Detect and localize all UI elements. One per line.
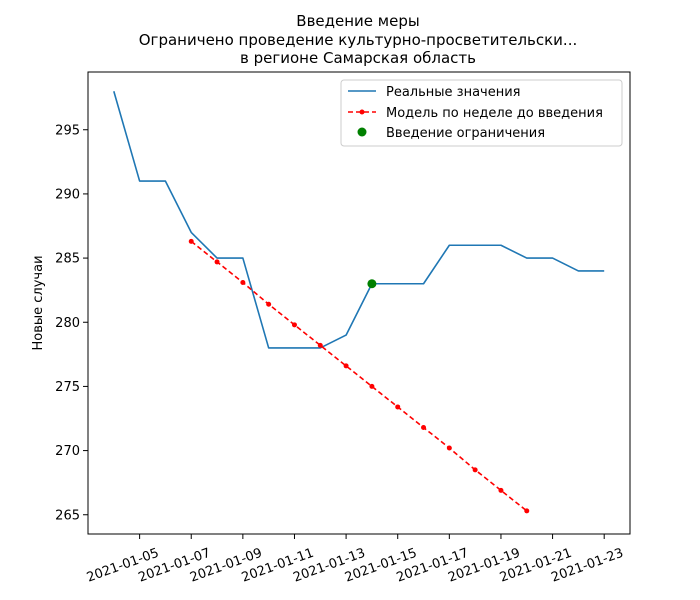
series-line-real-values: [113, 91, 605, 349]
plot-area-frame: [87, 71, 631, 535]
y-axis: 265 270 275 280 285 290 295: [55, 123, 88, 523]
model-point: [291, 322, 297, 328]
model-point: [266, 301, 272, 307]
legend-label-model: Модель по неделе до введения: [386, 106, 603, 121]
legend-label-marker: Введение ограничения: [386, 126, 545, 141]
y-tick-label: 285: [55, 252, 80, 267]
y-tick-label: 265: [55, 508, 80, 523]
model-point: [395, 404, 401, 410]
y-tick-label: 295: [55, 123, 80, 138]
model-point: [343, 363, 349, 369]
model-point: [240, 279, 246, 285]
y-axis-label: Новые случаи: [31, 255, 46, 350]
chart-title-line-3: в регионе Самарская область: [240, 49, 476, 67]
intervention-point: [367, 279, 377, 289]
model-point: [446, 445, 452, 451]
model-point: [421, 424, 427, 430]
chart-title: Введение меры Ограничено проведение куль…: [139, 12, 578, 67]
x-axis: 2021-01-052021-01-072021-01-092021-01-11…: [85, 534, 626, 586]
model-point: [472, 467, 478, 473]
y-tick-label: 280: [55, 316, 80, 331]
model-point: [317, 342, 323, 348]
legend-label-real: Реальные значения: [386, 85, 521, 100]
chart-title-line-2: Ограничено проведение культурно-просвети…: [139, 31, 578, 49]
model-point: [188, 238, 194, 244]
model-point: [498, 487, 504, 493]
legend-swatch-model-dot: [359, 109, 365, 115]
y-tick-label: 290: [55, 187, 80, 202]
model-point: [214, 259, 220, 265]
y-tick-label: 275: [55, 380, 80, 395]
model-point: [524, 508, 530, 514]
series-layer: [113, 91, 605, 514]
model-point: [369, 383, 375, 389]
legend-box: [340, 79, 623, 147]
chart-title-line-1: Введение меры: [296, 12, 419, 30]
legend-swatch-marker: [357, 127, 367, 137]
y-tick-label: 270: [55, 444, 80, 459]
legend: Реальные значения Модель по неделе до вв…: [340, 79, 623, 147]
